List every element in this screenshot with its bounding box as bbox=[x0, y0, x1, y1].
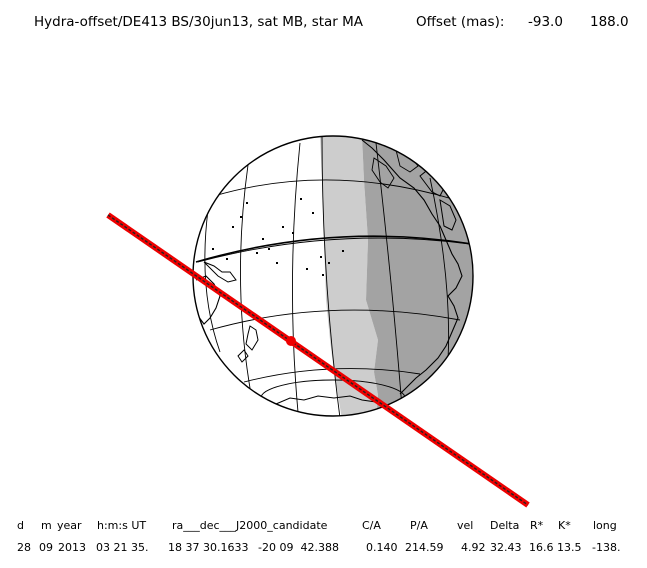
value-year: 2013 bbox=[58, 541, 86, 554]
header-radec: ra___dec___J2000_candidate bbox=[172, 519, 328, 532]
value-pa: 214.59 bbox=[405, 541, 444, 554]
shadow-track bbox=[106, 212, 530, 508]
header-pa: P/A bbox=[410, 519, 428, 532]
value-day: 28 bbox=[17, 541, 31, 554]
plot-title: Hydra-offset/DE413 BS/30jun13, sat MB, s… bbox=[34, 14, 364, 30]
value-delta: 32.43 bbox=[490, 541, 522, 554]
australia bbox=[195, 275, 221, 325]
header-year: year bbox=[57, 519, 82, 532]
value-dec: -20 09 42.388 bbox=[258, 541, 339, 554]
value-ca: 0.140 bbox=[366, 541, 398, 554]
value-kstar: 13.5 bbox=[557, 541, 582, 554]
value-time: 03 21 35. bbox=[96, 541, 149, 554]
header-delta: Delta bbox=[490, 519, 520, 532]
header-rstar: R* bbox=[530, 519, 544, 532]
header-vel: vel bbox=[457, 519, 474, 532]
twilight-zone bbox=[320, 136, 378, 416]
new-zealand bbox=[245, 325, 259, 351]
header-kstar: K* bbox=[558, 519, 571, 532]
offset-y-value: 188.0 bbox=[590, 14, 629, 30]
value-month: 09 bbox=[39, 541, 53, 554]
center-point-marker bbox=[286, 336, 296, 346]
header-ca: C/A bbox=[362, 519, 381, 532]
offset-x-value: -93.0 bbox=[528, 14, 563, 30]
north-america bbox=[361, 139, 463, 395]
offset-label: Offset (mas): bbox=[416, 14, 505, 30]
header-time: h:m:s UT bbox=[97, 519, 147, 532]
value-long: -138. bbox=[592, 541, 621, 554]
header-long: long bbox=[593, 519, 617, 532]
value-vel: 4.92 bbox=[461, 541, 486, 554]
header-day: d bbox=[17, 519, 24, 532]
value-ra: 18 37 30.1633 bbox=[168, 541, 249, 554]
header-month: m bbox=[41, 519, 52, 532]
value-rstar: 16.6 bbox=[529, 541, 554, 554]
